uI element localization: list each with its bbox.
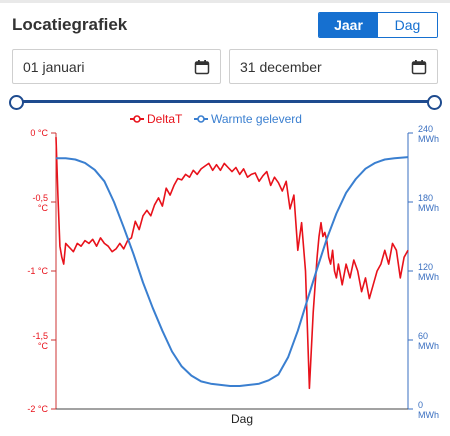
right-tick-label: 60	[418, 331, 428, 341]
right-tick-label: 0	[418, 400, 423, 410]
right-tick-unit: MWh	[418, 341, 439, 351]
deltat-series-line	[55, 137, 409, 390]
legend-deltat-marker	[133, 115, 141, 123]
x-axis-label: Dag	[231, 412, 253, 426]
legend-heat-marker	[197, 115, 205, 123]
left-tick-label: -2 °C	[27, 404, 48, 414]
right-tick-label: 240	[418, 124, 433, 134]
calendar-icon[interactable]	[411, 59, 427, 75]
toggle-day-button[interactable]: Dag	[378, 13, 437, 37]
period-toggle: Jaar Dag	[318, 12, 438, 38]
legend-deltat-label: DeltaT	[147, 112, 183, 126]
page-title: Locatiegrafiek	[12, 15, 128, 34]
left-tick-label: 0 °C	[30, 128, 48, 138]
slider-start-handle[interactable]	[8, 95, 24, 110]
toggle-year-button[interactable]: Jaar	[319, 13, 378, 37]
start-date-value: 01 januari	[23, 58, 85, 75]
right-tick-unit: MWh	[418, 203, 439, 213]
left-tick-unit: °C	[38, 203, 49, 213]
right-tick-unit: MWh	[418, 272, 439, 282]
slider-track	[16, 100, 434, 103]
left-tick-unit: °C	[38, 341, 49, 351]
right-tick-label: 120	[418, 262, 433, 272]
end-date-value: 31 december	[240, 58, 322, 75]
top-strip	[0, 0, 450, 3]
start-date-field[interactable]: 01 januari	[12, 49, 221, 84]
left-tick-label: -0,5	[32, 193, 48, 203]
end-date-field[interactable]: 31 december	[229, 49, 438, 84]
slider-end-handle[interactable]	[426, 95, 442, 110]
right-tick-unit: MWh	[418, 134, 439, 144]
calendar-icon[interactable]	[194, 59, 210, 75]
date-range-slider[interactable]	[8, 92, 442, 112]
heat-series-line	[56, 156, 409, 387]
left-tick-label: -1 °C	[27, 266, 48, 276]
right-tick-label: 180	[418, 193, 433, 203]
location-chart: 0 °C-0,5°C-1 °C-1,5°C-2 °C240MWh180MWh12…	[27, 112, 439, 426]
legend-heat-label: Warmte geleverd	[211, 112, 302, 126]
right-tick-unit: MWh	[418, 410, 439, 420]
left-tick-label: -1,5	[32, 331, 48, 341]
